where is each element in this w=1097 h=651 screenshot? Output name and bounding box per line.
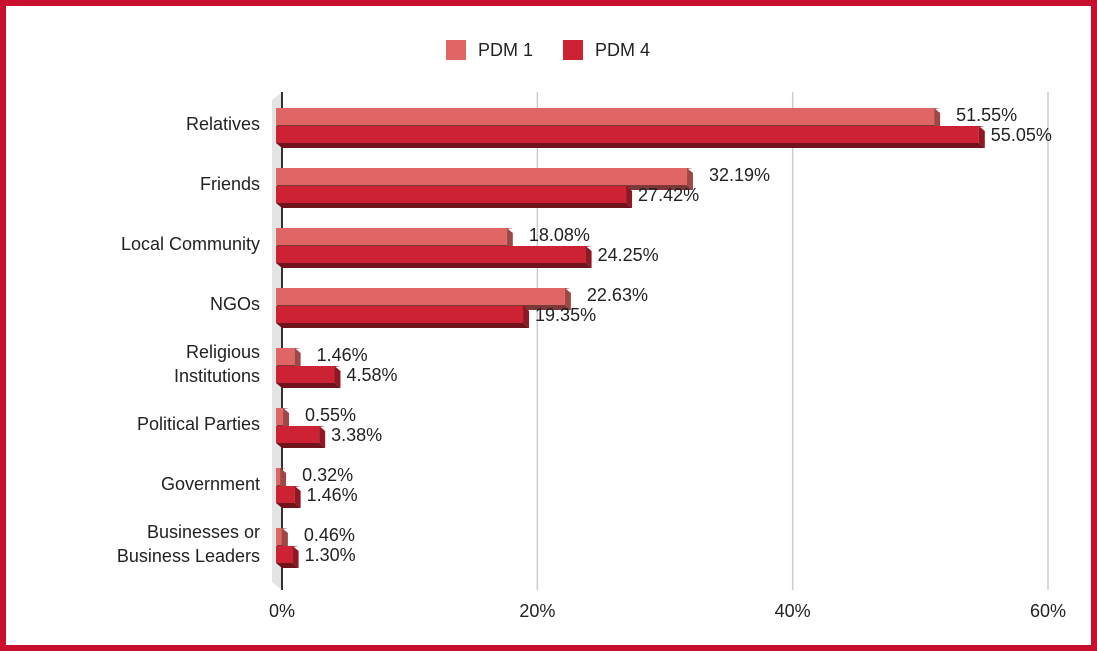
axis-wall bbox=[272, 92, 282, 590]
x-tick-label: 60% bbox=[1030, 601, 1066, 621]
bar-side bbox=[292, 546, 299, 568]
y-tick-label: Government bbox=[161, 474, 260, 494]
bar bbox=[276, 168, 687, 185]
bar bbox=[276, 108, 935, 125]
label-line: Religious bbox=[186, 342, 260, 362]
data-label: 51.55% bbox=[956, 105, 1017, 125]
bar-side bbox=[506, 228, 513, 250]
y-tick-label: Political Parties bbox=[137, 414, 260, 434]
bar-side bbox=[334, 366, 341, 388]
bar-side bbox=[283, 408, 290, 430]
data-label: 55.05% bbox=[991, 125, 1052, 145]
x-tick-label: 40% bbox=[775, 601, 811, 621]
bar-side bbox=[564, 288, 571, 310]
bar-side bbox=[585, 246, 592, 268]
bar bbox=[276, 228, 507, 245]
bar-side bbox=[686, 168, 693, 190]
bar-side bbox=[626, 186, 633, 208]
bar bbox=[276, 528, 282, 545]
bar-side bbox=[934, 108, 941, 130]
bar-side bbox=[294, 486, 301, 508]
bar-side bbox=[280, 468, 287, 490]
bar bbox=[276, 366, 335, 383]
bar bbox=[276, 426, 320, 443]
label-line: Businesses or bbox=[147, 522, 260, 542]
x-tick-label: 20% bbox=[519, 601, 555, 621]
label-line: Institutions bbox=[174, 366, 260, 386]
bar-bottom bbox=[276, 443, 326, 448]
bar-side bbox=[319, 426, 326, 448]
bar-side bbox=[523, 306, 530, 328]
bar bbox=[276, 306, 524, 323]
bar-bottom bbox=[276, 143, 985, 148]
x-tick-label: 0% bbox=[269, 601, 295, 621]
bar-side bbox=[978, 126, 985, 148]
y-tick-label: NGOs bbox=[210, 294, 260, 314]
data-label: 18.08% bbox=[529, 225, 590, 245]
y-tick-label: Relatives bbox=[186, 114, 260, 134]
bar-bottom bbox=[276, 563, 299, 568]
legend-label: PDM 1 bbox=[478, 40, 533, 60]
bar-bottom bbox=[276, 383, 341, 388]
y-tick-label: Friends bbox=[200, 174, 260, 194]
legend-swatch bbox=[446, 40, 466, 60]
bar bbox=[276, 468, 281, 485]
data-label: 0.55% bbox=[305, 405, 356, 425]
data-label: 1.46% bbox=[307, 485, 358, 505]
bar-bottom bbox=[276, 503, 301, 508]
data-label: 1.30% bbox=[305, 545, 356, 565]
data-label: 1.46% bbox=[317, 345, 368, 365]
y-tick-label: Local Community bbox=[121, 234, 260, 254]
bar bbox=[276, 546, 293, 563]
bar-side bbox=[281, 528, 288, 550]
data-label: 22.63% bbox=[587, 285, 648, 305]
label-line: Business Leaders bbox=[117, 546, 260, 566]
data-label: 32.19% bbox=[709, 165, 770, 185]
y-tick-label: Businesses or Business Leaders bbox=[117, 522, 260, 566]
bar-bottom bbox=[276, 323, 530, 328]
data-label: 24.25% bbox=[598, 245, 659, 265]
y-tick-label: Religious Institutions bbox=[174, 342, 260, 386]
legend-swatch bbox=[563, 40, 584, 60]
data-label: 27.42% bbox=[638, 185, 699, 205]
bar bbox=[276, 126, 979, 143]
bar bbox=[276, 486, 295, 503]
bar bbox=[276, 348, 295, 365]
bar-bottom bbox=[276, 263, 592, 268]
data-label: 0.46% bbox=[304, 525, 355, 545]
bar bbox=[276, 186, 627, 203]
bar bbox=[276, 288, 565, 305]
data-label: 4.58% bbox=[346, 365, 397, 385]
bar-bottom bbox=[276, 203, 633, 208]
data-label: 19.35% bbox=[535, 305, 596, 325]
bar bbox=[276, 246, 586, 263]
bar-side bbox=[294, 348, 301, 370]
data-label: 3.38% bbox=[331, 425, 382, 445]
data-label: 0.32% bbox=[302, 465, 353, 485]
legend-label: PDM 4 bbox=[595, 40, 650, 60]
bar bbox=[276, 408, 284, 425]
